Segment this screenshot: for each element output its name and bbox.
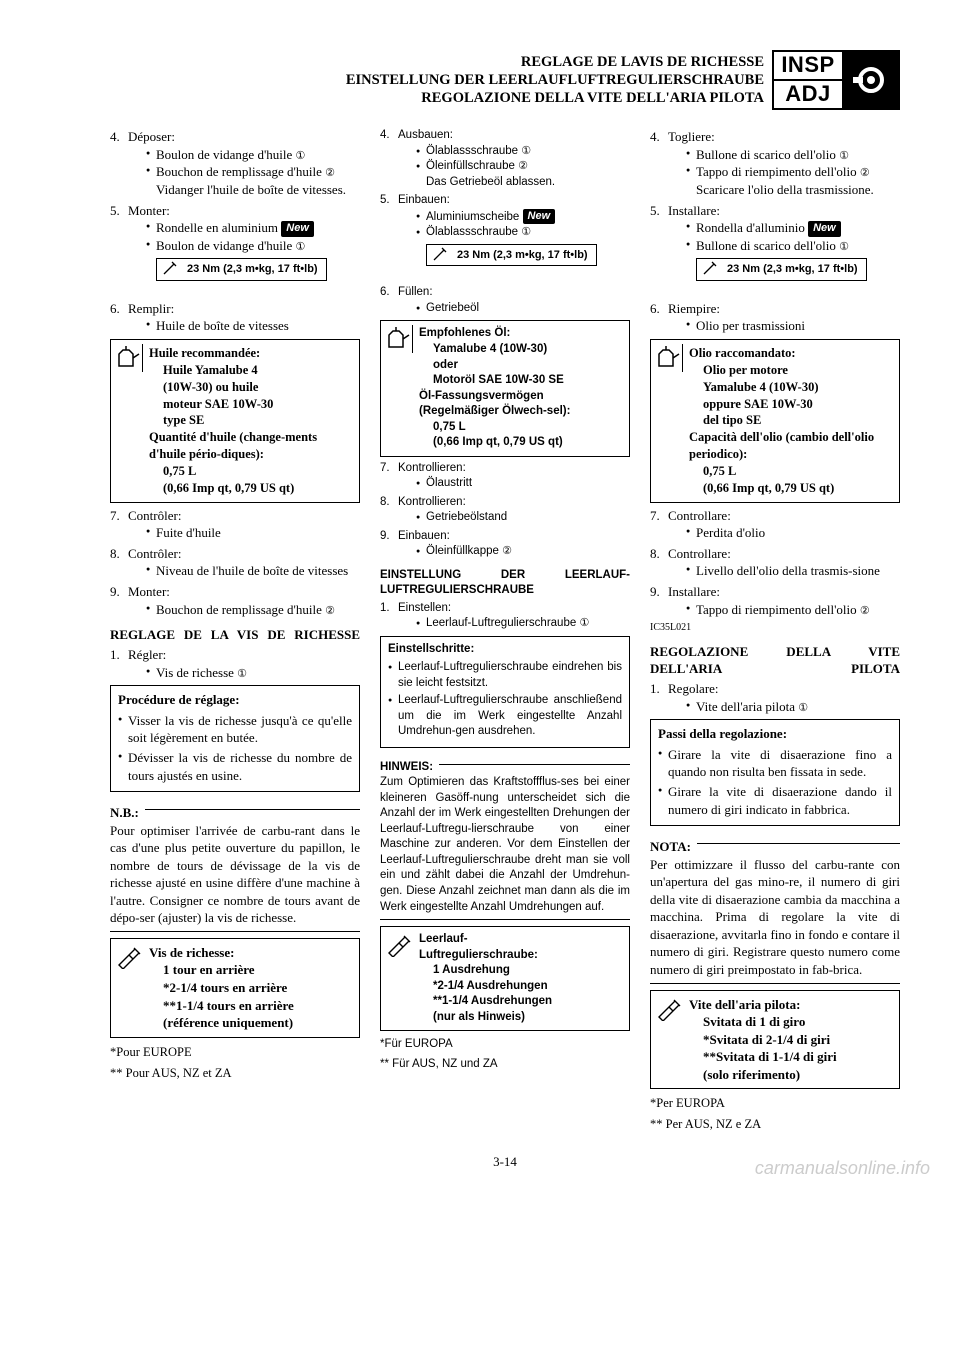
note-text-fr: Pour optimiser l'arrivée de carbu-rant d…	[110, 822, 360, 927]
footnote-de2: ** Für AUS, NZ und ZA	[380, 1057, 630, 1073]
step-4-fr: 4. Déposer: Boulon de vidange d'huile ① …	[110, 128, 360, 199]
footnote-it1: *Per EUROPA	[650, 1095, 900, 1112]
procedure-box-it: Passi della regolazione: Girare la vite …	[650, 719, 900, 826]
oil-spec-box-de: Empfohlenes Öl: Yamalube 4 (10W-30) oder…	[380, 320, 630, 456]
torque-spec: 23 Nm (2,3 m•kg, 17 ft•lb)	[156, 258, 327, 281]
title-fr: REGLAGE DE LAVIS DE RICHESSE	[346, 53, 764, 71]
section-heading-it: REGOLAZIONE DELLA VITE DELL'ARIA PILOTA	[650, 643, 900, 678]
section-badge: INSP ADJ	[772, 50, 844, 110]
title-it: REGOLAZIONE DELLA VITE DELL'ARIA PILOTA	[346, 89, 764, 107]
header-titles: REGLAGE DE LAVIS DE RICHESSE EINSTELLUNG…	[346, 50, 772, 110]
footnote-fr2: ** Pour AUS, NZ et ZA	[110, 1065, 360, 1082]
procedure-box-fr: Procédure de réglage: Visser la vis de r…	[110, 685, 360, 792]
screw-spec-box-de: Leerlauf- Luftregulierschraube: 1 Ausdre…	[380, 926, 630, 1031]
column-italian: 4.Togliere: Bullone di scarico dell'olio…	[650, 128, 900, 1133]
procedure-box-de: Einstellschritte: Leerlauf-Luftreguliers…	[380, 636, 630, 748]
new-tag: New	[808, 221, 841, 237]
content-columns: 4. Déposer: Boulon de vidange d'huile ① …	[110, 128, 900, 1133]
screwdriver-icon	[115, 943, 143, 971]
step-6-fr: 6. Remplir: Huile de boîte de vitesses	[110, 300, 360, 335]
new-tag: New	[523, 209, 556, 225]
footnote-de1: *Für EUROPA	[380, 1037, 630, 1053]
section-heading-de: EINSTELLUNG DER LEERLAUF-LUFTREGULIERSCH…	[380, 568, 630, 599]
title-de: EINSTELLUNG DER LEERLAUFLUFTREGULIERSCHR…	[346, 71, 764, 89]
screw-spec-box-it: Vite dell'aria pilota: Svitata di 1 di g…	[650, 990, 900, 1090]
note-label-fr: N.B.:	[110, 804, 139, 822]
section-heading-fr: REGLAGE DE LA VIS DE RICHESSE	[110, 626, 360, 644]
footnote-it2: ** Per AUS, NZ e ZA	[650, 1116, 900, 1133]
torque-spec: 23 Nm (2,3 m•kg, 17 ft•lb)	[426, 244, 597, 267]
column-french: 4. Déposer: Boulon de vidange d'huile ① …	[110, 128, 360, 1133]
note-text-de: Zum Optimieren das Kraftstoffflus-ses be…	[380, 775, 630, 915]
code-it: IC35L021	[650, 621, 900, 635]
screwdriver-icon	[655, 995, 683, 1023]
oil-can-icon	[655, 344, 683, 372]
oil-spec-box-it: Olio raccomandato: Olio per motore Yamal…	[650, 339, 900, 503]
oil-can-icon	[385, 325, 413, 353]
new-tag: New	[281, 221, 314, 237]
badge-bottom: ADJ	[774, 81, 842, 108]
badge-top: INSP	[774, 52, 842, 81]
oil-spec-box-fr: Huile recommandée: Huile Yamalube 4 (10W…	[110, 339, 360, 503]
oil-can-icon	[115, 344, 143, 372]
step-5-fr: 5. Monter: Rondelle en aluminium New Bou…	[110, 202, 360, 284]
column-german: 4.Ausbauen: Ölablassschraube ① Öleinfüll…	[380, 128, 630, 1133]
watermark: carmanualsonline.info	[755, 1156, 930, 1180]
note-label-it: NOTA:	[650, 838, 691, 856]
footnote-fr1: *Pour EUROPE	[110, 1044, 360, 1061]
note-label-de: HINWEIS:	[380, 760, 433, 776]
torque-spec: 23 Nm (2,3 m•kg, 17 ft•lb)	[696, 258, 867, 281]
note-text-it: Per ottimizzare il flusso del carbu-rant…	[650, 856, 900, 979]
page-header: REGLAGE DE LAVIS DE RICHESSE EINSTELLUNG…	[110, 50, 900, 110]
screwdriver-icon	[385, 931, 413, 959]
inspection-icon	[844, 50, 900, 110]
screw-spec-box-fr: Vis de richesse: 1 tour en arrière *2-1/…	[110, 938, 360, 1038]
